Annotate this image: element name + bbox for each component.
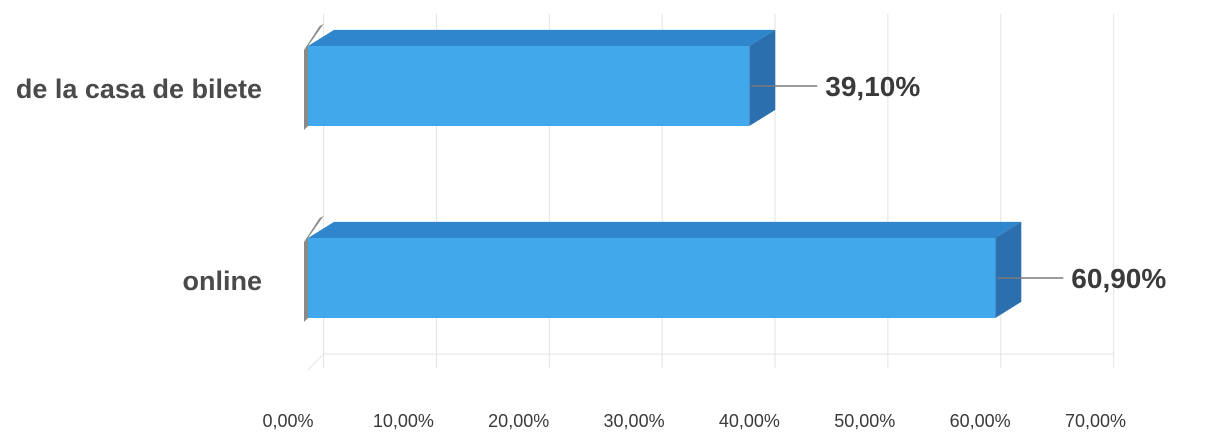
x-tick-label: 40,00% — [719, 411, 780, 431]
x-tick-label: 60,00% — [950, 411, 1011, 431]
x-axis-tick-labels: 0,00% 10,00% 20,00% 30,00% 40,00% 50,00% 60,00… — [262, 411, 1126, 431]
data-labels: 39,10% 60,90% — [751, 71, 1166, 294]
x-tick-label: 70,00% — [1065, 411, 1126, 431]
bar-base-edge — [304, 216, 324, 322]
x-tick-label: 30,00% — [604, 411, 665, 431]
x-tick-label: 0,00% — [262, 411, 313, 431]
bar-top-face — [308, 29, 776, 46]
category-label: de la casa de bilete — [16, 74, 262, 104]
bars — [304, 24, 1022, 322]
bar-base-edge — [304, 24, 324, 130]
bar-front-face — [308, 46, 750, 126]
x-tick-label: 20,00% — [488, 411, 549, 431]
data-label: 39,10% — [825, 71, 920, 102]
bar — [304, 24, 776, 130]
x-tick-label: 10,00% — [373, 411, 434, 431]
bar-side-face — [995, 221, 1022, 318]
bar-front-face — [308, 238, 996, 318]
bar-side-face — [749, 29, 776, 127]
category-label: online — [183, 266, 263, 296]
floor-edge — [307, 353, 1114, 371]
x-tick-label: 50,00% — [834, 411, 895, 431]
data-label: 60,90% — [1071, 263, 1166, 294]
bar — [304, 216, 1022, 322]
bar-top-face — [308, 221, 1022, 238]
category-labels: de la casa de bilete online — [16, 74, 262, 296]
chart-floor — [307, 353, 1114, 371]
